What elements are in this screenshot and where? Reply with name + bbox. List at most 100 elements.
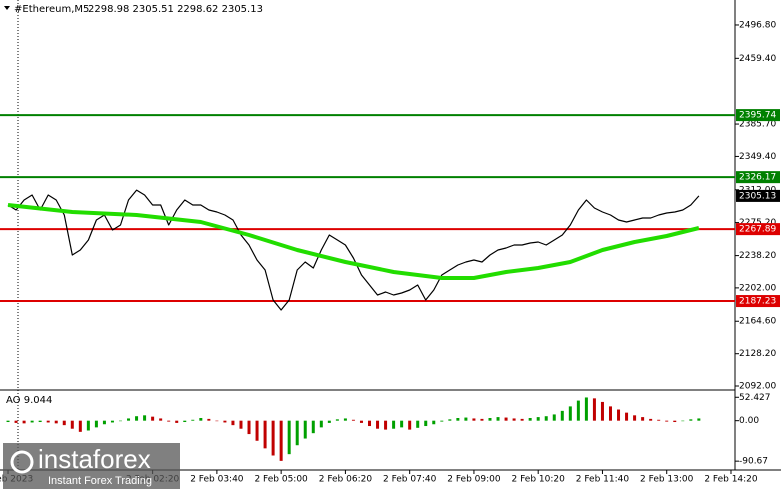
ao-bar	[520, 418, 524, 421]
ao-bar	[94, 420, 98, 428]
y-tick-label: 2238.20	[739, 251, 776, 261]
ao-bar	[22, 420, 26, 424]
ao-bar	[592, 398, 596, 421]
watermark: instaforex Instant Forex Trading	[3, 443, 180, 489]
ao-bar	[665, 420, 669, 422]
ao-bar	[255, 420, 259, 441]
ao-bar	[416, 420, 420, 428]
ao-bar	[657, 419, 661, 421]
ao-bar	[127, 418, 131, 421]
ao-bar	[351, 419, 355, 421]
ao-bar	[625, 412, 629, 421]
ao-bar	[78, 420, 82, 432]
ao-bar	[681, 420, 685, 422]
x-tick-label: 2 Feb 09:00	[447, 475, 501, 485]
ao-bar	[199, 418, 203, 421]
ao-bar	[673, 420, 677, 423]
ao-bar	[384, 420, 388, 430]
y-tick-label: 2092.00	[739, 381, 776, 391]
y-tick-label: 2496.80	[739, 20, 776, 30]
ao-bar	[239, 420, 243, 429]
ao-bar	[641, 417, 645, 421]
ao-bar	[600, 401, 604, 421]
ao-bar	[231, 420, 235, 426]
ao-bar	[303, 420, 307, 439]
ao-bar	[633, 415, 637, 421]
menu-arrow	[4, 6, 10, 10]
ao-bar	[263, 420, 267, 449]
ao-bar	[167, 420, 171, 422]
x-tick-label: 2 Feb 14:20	[704, 475, 758, 485]
level-label-box	[736, 171, 780, 184]
ao-bar	[151, 416, 155, 421]
level-label: 2326.17	[739, 173, 776, 183]
ao-bar	[392, 420, 396, 429]
x-tick-label: 2 Feb 11:40	[576, 475, 630, 485]
plot-area: 2496.802459.402385.702349.402312.002275.…	[0, 20, 780, 485]
ao-bar	[86, 420, 90, 431]
ao-bar	[62, 420, 66, 426]
ao-bar	[440, 420, 444, 422]
ao-bar	[30, 420, 34, 423]
ao-bar	[175, 420, 179, 423]
ao-bar	[480, 418, 484, 421]
ao-bar	[488, 418, 492, 421]
x-tick-label: 2 Feb 03:40	[190, 475, 244, 485]
level-label-box	[736, 223, 780, 236]
ao-bar	[118, 420, 122, 422]
ao-bar	[608, 406, 612, 421]
ao-bar	[143, 415, 147, 421]
ao-bar	[311, 420, 315, 434]
ao-bar	[46, 420, 50, 423]
ao-bar	[504, 417, 508, 421]
y-tick-label: 2385.70	[739, 120, 776, 130]
ao-bar	[472, 418, 476, 421]
ao-bar	[448, 419, 452, 421]
ao-bar	[183, 420, 187, 423]
ao-bar	[464, 417, 468, 421]
ao-bar	[223, 420, 227, 423]
ao-bar	[135, 416, 139, 421]
ao-bar	[247, 420, 251, 435]
ao-bar	[496, 417, 500, 421]
ao-bar	[327, 420, 331, 423]
y-tick-label: 2164.60	[739, 317, 776, 327]
y-tick-label: 2349.40	[739, 152, 776, 162]
ao-bar	[343, 418, 347, 421]
level-label: 2267.89	[739, 225, 776, 235]
ao-bar	[560, 410, 564, 421]
ao-bar	[295, 420, 299, 446]
ao-bar	[368, 420, 372, 427]
ao-bar	[359, 420, 363, 423]
y-tick-label: 2202.00	[739, 283, 776, 293]
ao-bar	[584, 397, 588, 421]
chart-title: #Ethereum,M5	[14, 4, 89, 15]
x-tick-label: 2 Feb 06:20	[319, 475, 373, 485]
ao-bar	[456, 418, 460, 421]
ao-bar	[512, 418, 516, 421]
ao-bar	[279, 420, 283, 461]
watermark-brand: instaforex	[38, 444, 151, 474]
ao-bar	[649, 418, 653, 421]
ao-bar	[191, 419, 195, 421]
ao-bar	[568, 406, 572, 421]
level-label-box	[736, 295, 780, 308]
ao-bar	[54, 420, 58, 424]
watermark-logo	[10, 450, 34, 474]
y-tick-label: -90.67	[739, 457, 768, 467]
ao-bar	[335, 419, 339, 421]
y-tick-label: 52.427	[739, 393, 771, 403]
x-tick-label: 2 Feb 05:00	[254, 475, 308, 485]
x-tick-label: 2 Feb 13:00	[640, 475, 694, 485]
x-tick-label: 2 Feb 10:20	[512, 475, 566, 485]
ao-bar	[697, 418, 701, 421]
ao-bar	[617, 409, 621, 421]
last-price-label: 2305.13	[739, 191, 776, 201]
level-label: 2187.23	[739, 297, 776, 307]
y-tick-label: 0.00	[739, 416, 759, 426]
ao-bar	[38, 420, 42, 423]
y-tick-label: 2275.20	[739, 218, 776, 228]
ao-bar	[552, 414, 556, 421]
